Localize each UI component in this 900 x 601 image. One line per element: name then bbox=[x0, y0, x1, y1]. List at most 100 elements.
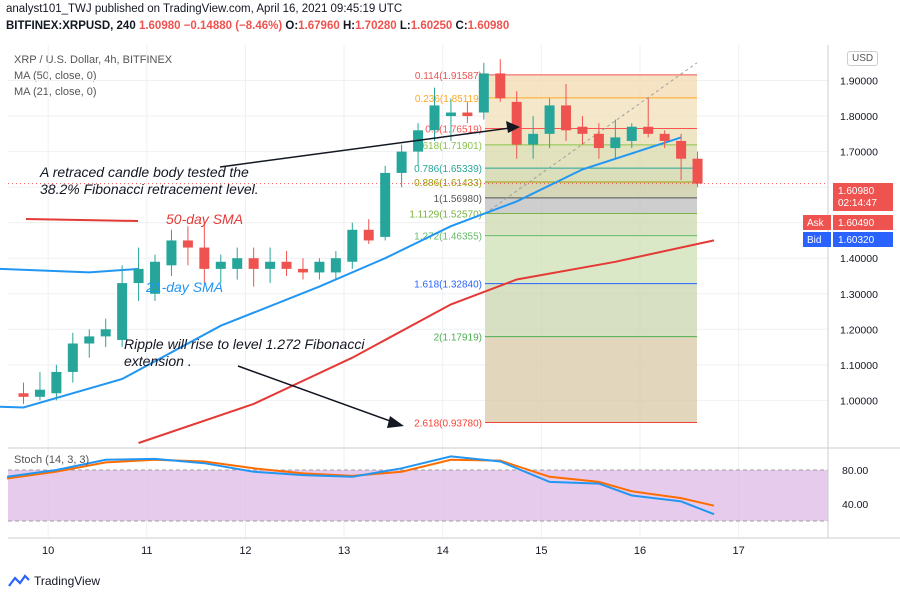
fib-zone bbox=[485, 197, 697, 214]
candle-body bbox=[330, 258, 341, 273]
candle-body bbox=[297, 268, 308, 273]
candle-body bbox=[363, 229, 374, 241]
bid-tag-bg bbox=[833, 232, 893, 247]
y-tick-label: 1.70000 bbox=[840, 147, 878, 159]
tradingview-brand: TradingView bbox=[34, 574, 101, 588]
bid-tag-value: 1.60320 bbox=[838, 235, 875, 246]
candle-body bbox=[396, 151, 407, 173]
y-tick-label: 1.20000 bbox=[840, 324, 878, 336]
ma21-line-upper bbox=[0, 267, 139, 274]
price-tags: 1.60980 02:14:47 Ask 1.60490 Bid 1.60320 bbox=[803, 183, 893, 247]
stoch-band bbox=[8, 470, 828, 521]
fib-level-label: 1.618(1.32840) bbox=[414, 280, 482, 291]
fib-level-label: 0.786(1.65339) bbox=[414, 164, 482, 175]
candle-body bbox=[676, 140, 687, 159]
stoch-tick-label: 80.00 bbox=[842, 465, 868, 477]
fib-zone bbox=[485, 283, 697, 337]
low-value: 1.60250 bbox=[410, 20, 453, 32]
bid-tag-label: Bid bbox=[807, 235, 821, 246]
x-tick-label: 12 bbox=[239, 545, 251, 557]
candle-body bbox=[593, 133, 604, 149]
candle-body bbox=[659, 133, 670, 141]
fib-level-label: 0.618(1.71901) bbox=[414, 141, 482, 152]
candle-body bbox=[182, 240, 193, 248]
candle-body bbox=[166, 240, 177, 266]
arrow-ripple-head bbox=[387, 416, 404, 428]
y-tick-label: 1.80000 bbox=[840, 111, 878, 123]
fib-zone bbox=[485, 74, 697, 98]
ask-tag-label-bg bbox=[803, 215, 831, 230]
candle-body bbox=[215, 261, 226, 269]
candle-body bbox=[445, 112, 456, 117]
open-label: O: bbox=[285, 20, 299, 32]
note-retrace-line2: 38.2% Fibonacci retracement level. bbox=[40, 181, 259, 197]
last-price: 1.60980 bbox=[138, 20, 181, 32]
candle-body bbox=[84, 336, 95, 344]
ma21-line bbox=[0, 136, 682, 409]
candle-body bbox=[380, 172, 391, 237]
fib-level-label: 0.236(1.85119) bbox=[415, 94, 482, 105]
currency-badge[interactable]: USD bbox=[847, 51, 879, 66]
sma50-marker bbox=[25, 218, 139, 222]
arrow-ripple bbox=[237, 365, 394, 423]
candle-body bbox=[232, 258, 243, 269]
tradingview-footer[interactable]: TradingView bbox=[8, 574, 100, 588]
fib-zone bbox=[485, 213, 697, 236]
x-tick-label: 10 bbox=[42, 545, 54, 557]
fib-zone bbox=[485, 144, 697, 169]
candle-body bbox=[643, 126, 654, 134]
candle-body bbox=[528, 133, 539, 145]
candle-body bbox=[561, 105, 572, 131]
ask-tag-label: Ask bbox=[807, 218, 825, 229]
candle-body bbox=[34, 389, 45, 397]
price-change: −0.14880 (−8.46%) bbox=[183, 20, 283, 32]
candle-body bbox=[577, 126, 588, 134]
y-tick-label: 1.40000 bbox=[840, 253, 878, 265]
y-tick-label: 1.00000 bbox=[840, 395, 878, 407]
stoch-d-line bbox=[6, 458, 715, 507]
stoch-label[interactable]: Stoch (14, 3, 3) bbox=[14, 454, 89, 466]
candle-body bbox=[67, 343, 78, 372]
close-value: 1.60980 bbox=[467, 20, 510, 32]
sma50-label: 50-day SMA bbox=[166, 211, 243, 227]
y-tick-label: 1.90000 bbox=[840, 76, 878, 88]
stoch-tick-label: 40.00 bbox=[842, 499, 868, 511]
legend-ma21[interactable]: MA (21, close, 0) bbox=[14, 86, 97, 98]
chart-legend-title[interactable]: XRP / U.S. Dollar, 4h, BITFINEX bbox=[14, 54, 173, 66]
high-value: 1.70280 bbox=[355, 20, 397, 32]
fib-zone bbox=[485, 182, 697, 198]
countdown-value: 02:14:47 bbox=[838, 198, 877, 209]
x-tick-label: 16 bbox=[634, 545, 646, 557]
publish-info: analyst101_TWJ published on TradingView.… bbox=[6, 3, 403, 15]
symbol-info: BITFINEX:XRPUSD, 240 1.60980 −0.14880 (−… bbox=[6, 20, 509, 32]
candle-body bbox=[692, 158, 703, 184]
y-tick-label: 1.10000 bbox=[840, 360, 878, 372]
candle-body bbox=[248, 258, 259, 269]
fibonacci-retracement[interactable]: 0.114(1.91587) 0.236(1.85119) 0.5(1.76519)… bbox=[8, 62, 828, 430]
fib-level-label: 1.272(1.46355) bbox=[414, 232, 482, 243]
fib-zone bbox=[485, 336, 697, 423]
x-tick-label: 13 bbox=[338, 545, 350, 557]
high-label: H: bbox=[342, 20, 356, 32]
x-tick-label: 14 bbox=[437, 545, 449, 557]
sma21-label: 21-day SMA bbox=[145, 279, 223, 295]
candle-body bbox=[544, 105, 555, 134]
legend-ma50[interactable]: MA (50, close, 0) bbox=[14, 70, 97, 82]
candle-body bbox=[626, 126, 637, 141]
fib-level-label: 0.114(1.91587) bbox=[415, 71, 482, 82]
candles bbox=[18, 59, 703, 404]
ma50-line bbox=[138, 239, 715, 444]
y-tick-label: 1.30000 bbox=[840, 289, 878, 301]
last-price-tag-value: 1.60980 bbox=[838, 186, 875, 197]
tradingview-logo-icon bbox=[8, 574, 30, 587]
candle-body bbox=[347, 229, 358, 262]
fib-trend-line bbox=[484, 62, 698, 214]
candle-body bbox=[150, 261, 161, 294]
fib-level-label: 1(1.56980) bbox=[434, 194, 482, 205]
candle-body bbox=[462, 112, 473, 117]
last-price-tag bbox=[833, 183, 893, 211]
candle-body bbox=[429, 105, 440, 131]
candle-body bbox=[265, 261, 276, 269]
ask-tag-bg bbox=[833, 215, 893, 230]
